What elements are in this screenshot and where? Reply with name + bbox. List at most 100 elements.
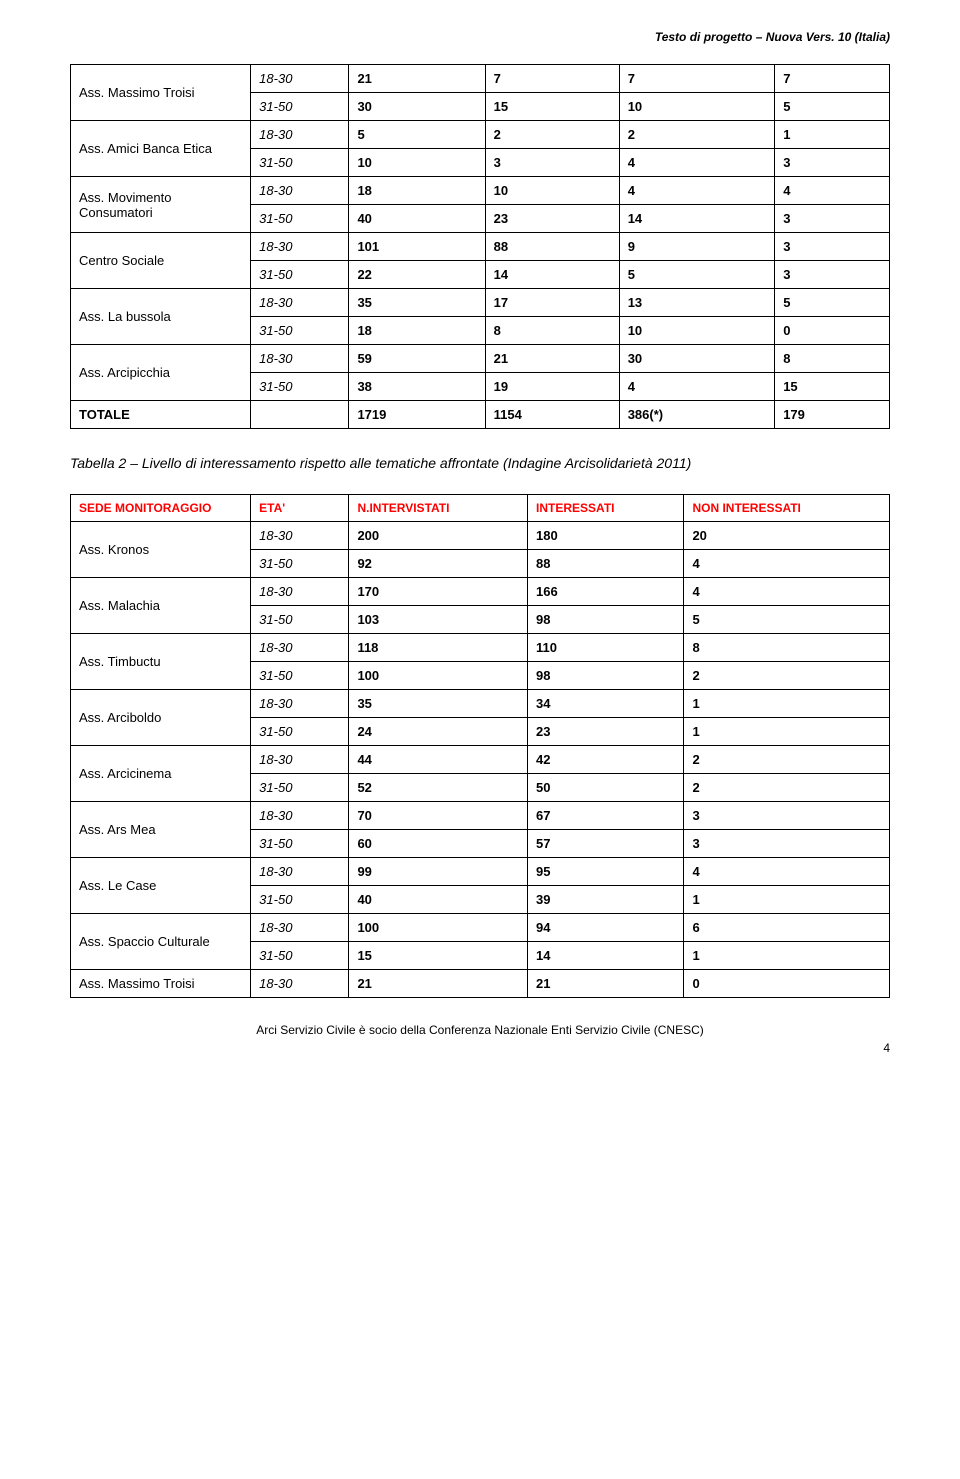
cell: 4	[684, 577, 890, 605]
cell: 7	[775, 65, 890, 93]
cell: 67	[528, 801, 684, 829]
cell: 18-30	[251, 65, 349, 93]
table-2-body: SEDE MONITORAGGIO ETA' N.INTERVISTATI IN…	[71, 494, 890, 997]
cell: 23	[528, 717, 684, 745]
row-label: Ass. Timbuctu	[71, 633, 251, 689]
cell: 3	[684, 801, 890, 829]
cell: 4	[684, 857, 890, 885]
cell: 1154	[485, 401, 619, 429]
cell: 99	[349, 857, 528, 885]
cell: 88	[485, 233, 619, 261]
cell: 18-30	[251, 913, 349, 941]
cell: 21	[349, 65, 485, 93]
cell: 103	[349, 605, 528, 633]
cell: 118	[349, 633, 528, 661]
table-total-row: TOTALE 1719 1154 386(*) 179	[71, 401, 890, 429]
table-row: Ass. Timbuctu 18-30 118 110 8	[71, 633, 890, 661]
cell: 94	[528, 913, 684, 941]
cell: 31-50	[251, 661, 349, 689]
cell: 3	[775, 233, 890, 261]
cell: 50	[528, 773, 684, 801]
row-label: Ass. Arcicinema	[71, 745, 251, 801]
cell: 17	[485, 289, 619, 317]
cell: 98	[528, 661, 684, 689]
cell: 4	[619, 149, 774, 177]
table-row: Ass. Movimento Consumatori 18-30 18 10 4…	[71, 177, 890, 205]
cell: 31-50	[251, 373, 349, 401]
cell: 3	[684, 829, 890, 857]
cell: 22	[349, 261, 485, 289]
cell: 14	[619, 205, 774, 233]
cell: 5	[684, 605, 890, 633]
row-label: Ass. Movimento Consumatori	[71, 177, 251, 233]
cell: 70	[349, 801, 528, 829]
cell: 7	[619, 65, 774, 93]
row-label: Ass. Arcipicchia	[71, 345, 251, 401]
row-label: Ass. La bussola	[71, 289, 251, 345]
cell: 18-30	[251, 521, 349, 549]
table-2: SEDE MONITORAGGIO ETA' N.INTERVISTATI IN…	[70, 494, 890, 998]
cell: 60	[349, 829, 528, 857]
cell: 6	[684, 913, 890, 941]
cell: 4	[619, 373, 774, 401]
row-label: Ass. Massimo Troisi	[71, 65, 251, 121]
cell: 20	[684, 521, 890, 549]
cell: 42	[528, 745, 684, 773]
table-row: Ass. Ars Mea 18-30 70 67 3	[71, 801, 890, 829]
cell: 4	[619, 177, 774, 205]
cell: 170	[349, 577, 528, 605]
cell: 24	[349, 717, 528, 745]
cell: 3	[775, 149, 890, 177]
row-label: Ass. Spaccio Culturale	[71, 913, 251, 969]
cell: 0	[684, 969, 890, 997]
cell: 31-50	[251, 605, 349, 633]
table-row: Ass. Arcicinema 18-30 44 42 2	[71, 745, 890, 773]
total-label: TOTALE	[71, 401, 251, 429]
cell: 52	[349, 773, 528, 801]
cell: 18-30	[251, 177, 349, 205]
cell: 8	[684, 633, 890, 661]
cell: 18-30	[251, 121, 349, 149]
cell: 31-50	[251, 205, 349, 233]
header-cell: NON INTERESSATI	[684, 494, 890, 521]
cell: 18-30	[251, 633, 349, 661]
row-label: Ass. Massimo Troisi	[71, 969, 251, 997]
cell: 13	[619, 289, 774, 317]
row-label: Ass. Le Case	[71, 857, 251, 913]
cell: 5	[775, 289, 890, 317]
row-label: Centro Sociale	[71, 233, 251, 289]
cell: 21	[528, 969, 684, 997]
cell: 18-30	[251, 577, 349, 605]
table-2-caption: Tabella 2 – Livello di interessamento ri…	[70, 454, 890, 474]
cell: 1	[684, 941, 890, 969]
cell: 31-50	[251, 773, 349, 801]
cell: 8	[485, 317, 619, 345]
cell: 2	[684, 661, 890, 689]
cell: 1	[775, 121, 890, 149]
cell: 92	[349, 549, 528, 577]
cell: 5	[619, 261, 774, 289]
cell: 4	[684, 549, 890, 577]
cell: 40	[349, 205, 485, 233]
cell: 10	[485, 177, 619, 205]
cell	[251, 401, 349, 429]
page-footer: Arci Servizio Civile è socio della Confe…	[70, 1023, 890, 1037]
cell: 180	[528, 521, 684, 549]
cell: 100	[349, 661, 528, 689]
cell: 14	[485, 261, 619, 289]
cell: 31-50	[251, 93, 349, 121]
cell: 110	[528, 633, 684, 661]
header-cell: N.INTERVISTATI	[349, 494, 528, 521]
cell: 15	[485, 93, 619, 121]
cell: 3	[775, 261, 890, 289]
cell: 18-30	[251, 289, 349, 317]
cell: 2	[684, 773, 890, 801]
table-header-row: SEDE MONITORAGGIO ETA' N.INTERVISTATI IN…	[71, 494, 890, 521]
row-label: Ass. Kronos	[71, 521, 251, 577]
cell: 31-50	[251, 261, 349, 289]
cell: 166	[528, 577, 684, 605]
cell: 0	[775, 317, 890, 345]
cell: 18-30	[251, 233, 349, 261]
cell: 40	[349, 885, 528, 913]
cell: 10	[349, 149, 485, 177]
